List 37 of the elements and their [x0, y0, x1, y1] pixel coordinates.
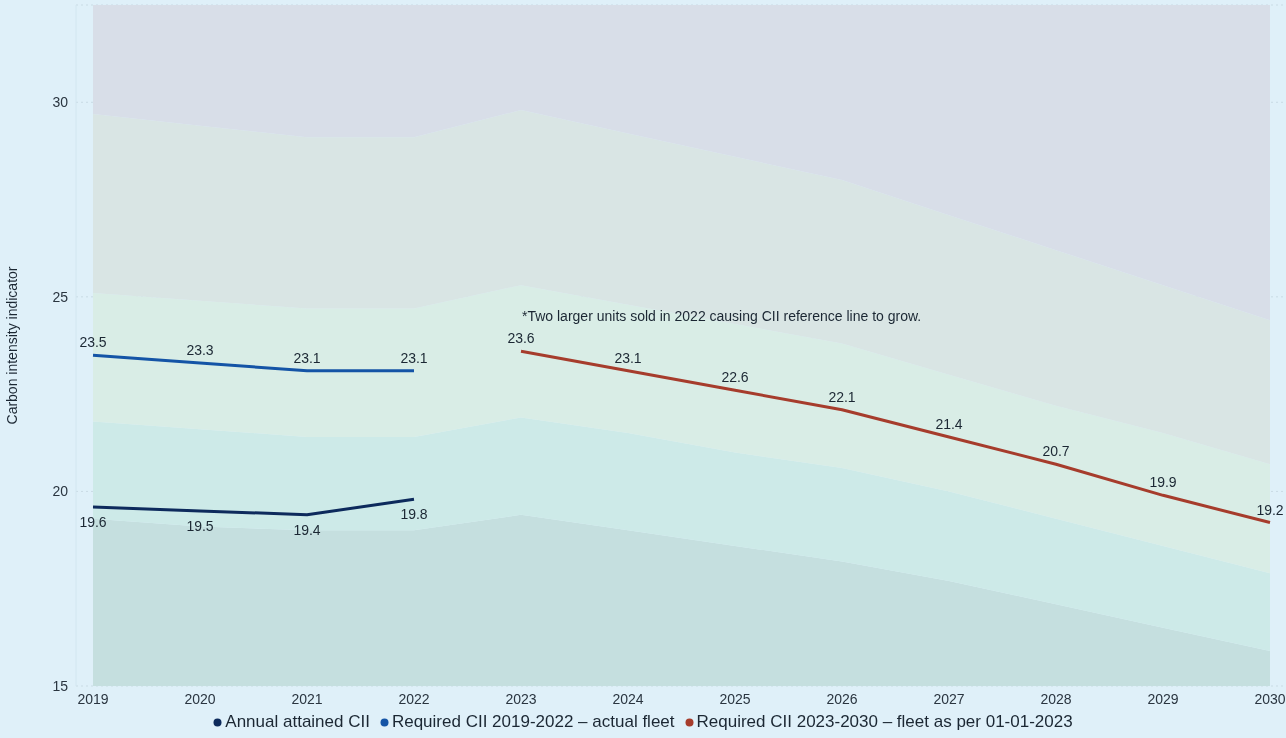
x-tick-label: 2020	[184, 690, 216, 707]
x-tick-label: 2019	[77, 690, 109, 707]
y-tick-label: 15	[52, 677, 69, 694]
x-tick-label: 2021	[291, 690, 323, 707]
data-label: 23.6	[507, 330, 535, 347]
data-label: 23.1	[293, 349, 321, 366]
data-label: 20.7	[1042, 443, 1070, 460]
data-label: 23.1	[614, 349, 642, 366]
data-label: 22.1	[828, 388, 856, 405]
y-axis-title: Carbon intensity indicator	[3, 266, 20, 425]
annotation: *Two larger units sold in 2022 causing CII reference line to grow.	[522, 308, 922, 324]
x-tick-label: 2025	[719, 690, 751, 707]
data-label: 23.3	[186, 342, 214, 359]
legend-label: Annual attained CII	[225, 712, 370, 732]
data-label: 19.6	[79, 513, 107, 530]
data-label: 21.4	[935, 415, 963, 432]
x-tick-label: 2029	[1147, 690, 1179, 707]
x-tick-label: 2027	[933, 690, 965, 707]
data-label: 19.9	[1149, 474, 1177, 491]
data-label: 19.2	[1256, 501, 1284, 518]
data-label: 23.5	[79, 334, 107, 351]
y-tick-label: 20	[52, 483, 69, 500]
data-label: 19.8	[400, 506, 428, 523]
x-tick-label: 2023	[505, 690, 537, 707]
y-tick-label: 25	[52, 288, 69, 305]
legend-label: Required CII 2019-2022 – actual fleet	[391, 712, 675, 732]
data-label: 23.1	[400, 349, 428, 366]
legend-label: Required CII 2023-2030 – fleet as per 01-01-2023	[696, 712, 1073, 732]
x-tick-label: 2030	[1254, 690, 1286, 707]
data-label: 19.4	[293, 521, 321, 538]
x-tick-label: 2022	[398, 690, 430, 707]
data-label: 22.6	[721, 369, 749, 386]
data-label: 19.5	[186, 517, 214, 534]
x-tick-label: 2028	[1040, 690, 1072, 707]
x-tick-label: 2024	[612, 690, 644, 707]
x-tick-label: 2026	[826, 690, 858, 707]
y-tick-label: 30	[52, 94, 69, 111]
